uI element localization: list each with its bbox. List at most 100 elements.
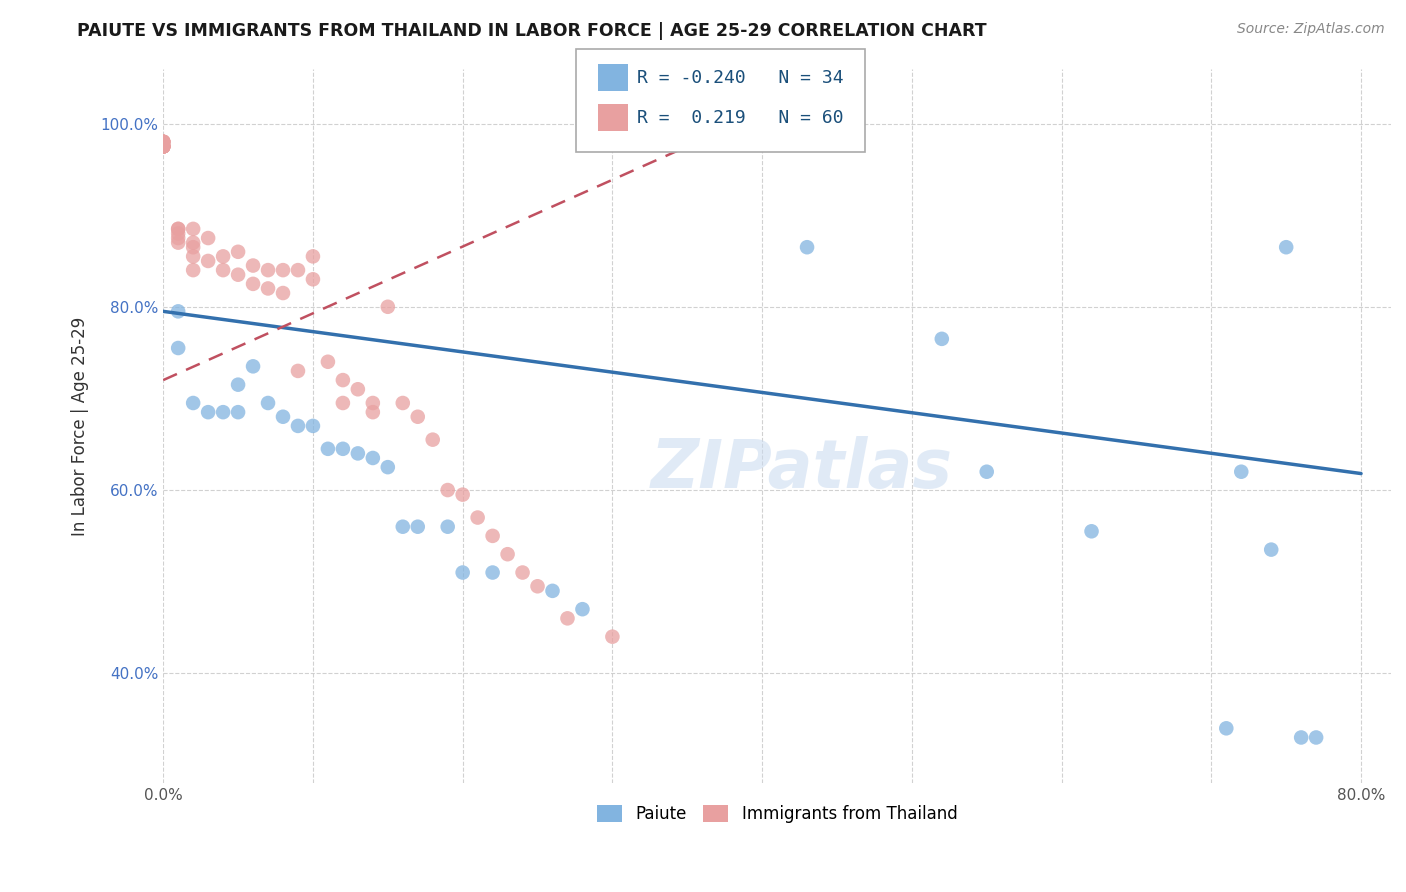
Point	[181, 222, 204, 236]
Point	[167, 235, 190, 250]
Point	[361, 396, 384, 410]
Point	[152, 139, 174, 153]
Point	[226, 244, 249, 259]
Point	[287, 418, 309, 433]
Point	[197, 231, 219, 245]
Point	[557, 611, 579, 625]
Point	[1215, 721, 1237, 735]
Point	[181, 235, 204, 250]
Point	[181, 240, 204, 254]
Point	[302, 249, 325, 263]
Legend: Paiute, Immigrants from Thailand: Paiute, Immigrants from Thailand	[591, 798, 965, 830]
Point	[152, 135, 174, 149]
Point	[152, 135, 174, 149]
Point	[332, 373, 354, 387]
Point	[1260, 542, 1282, 557]
Point	[406, 409, 429, 424]
Point	[302, 272, 325, 286]
Point	[1305, 731, 1327, 745]
Point	[1230, 465, 1253, 479]
Point	[347, 446, 370, 460]
Point	[422, 433, 444, 447]
Point	[212, 263, 235, 277]
Point	[571, 602, 593, 616]
Point	[226, 405, 249, 419]
Point	[436, 483, 458, 497]
Point	[1275, 240, 1298, 254]
Point	[152, 135, 174, 149]
Point	[796, 240, 818, 254]
Point	[167, 227, 190, 241]
Text: Source: ZipAtlas.com: Source: ZipAtlas.com	[1237, 22, 1385, 37]
Point	[152, 139, 174, 153]
Point	[212, 405, 235, 419]
Point	[167, 222, 190, 236]
Point	[226, 377, 249, 392]
Point	[197, 254, 219, 268]
Point	[271, 263, 294, 277]
Point	[197, 405, 219, 419]
Point	[436, 519, 458, 533]
Point	[1080, 524, 1102, 539]
Point	[152, 139, 174, 153]
Point	[361, 450, 384, 465]
Point	[271, 409, 294, 424]
Point	[302, 418, 325, 433]
Point	[481, 566, 503, 580]
Text: ZIPatlas: ZIPatlas	[651, 436, 953, 502]
Point	[152, 135, 174, 149]
Point	[242, 259, 264, 273]
Point	[152, 139, 174, 153]
Point	[602, 630, 624, 644]
Point	[377, 300, 399, 314]
Point	[361, 405, 384, 419]
Point	[541, 583, 564, 598]
Point	[167, 304, 190, 318]
Point	[152, 139, 174, 153]
Point	[976, 465, 998, 479]
Point	[316, 442, 339, 456]
Point	[152, 135, 174, 149]
Point	[526, 579, 548, 593]
Y-axis label: In Labor Force | Age 25-29: In Labor Force | Age 25-29	[72, 317, 89, 535]
Point	[287, 263, 309, 277]
Text: PAIUTE VS IMMIGRANTS FROM THAILAND IN LABOR FORCE | AGE 25-29 CORRELATION CHART: PAIUTE VS IMMIGRANTS FROM THAILAND IN LA…	[77, 22, 987, 40]
Point	[512, 566, 534, 580]
Point	[496, 547, 519, 561]
Point	[181, 396, 204, 410]
Point	[181, 249, 204, 263]
Point	[181, 263, 204, 277]
Point	[377, 460, 399, 475]
Point	[391, 519, 413, 533]
Text: R = -0.240   N = 34: R = -0.240 N = 34	[637, 69, 844, 87]
Point	[167, 341, 190, 355]
Point	[271, 286, 294, 301]
Point	[287, 364, 309, 378]
Point	[332, 396, 354, 410]
Point	[481, 529, 503, 543]
Point	[467, 510, 489, 524]
Point	[152, 139, 174, 153]
Point	[1289, 731, 1312, 745]
Point	[931, 332, 953, 346]
Point	[152, 135, 174, 149]
Point	[316, 355, 339, 369]
Point	[152, 139, 174, 153]
Point	[226, 268, 249, 282]
Point	[152, 139, 174, 153]
Point	[406, 519, 429, 533]
Point	[332, 442, 354, 456]
Point	[167, 231, 190, 245]
Point	[242, 359, 264, 374]
Point	[257, 281, 280, 295]
Point	[257, 263, 280, 277]
Point	[451, 566, 474, 580]
Point	[257, 396, 280, 410]
Point	[347, 382, 370, 396]
Point	[391, 396, 413, 410]
Point	[451, 488, 474, 502]
Text: R =  0.219   N = 60: R = 0.219 N = 60	[637, 109, 844, 127]
Point	[167, 222, 190, 236]
Point	[212, 249, 235, 263]
Point	[242, 277, 264, 291]
